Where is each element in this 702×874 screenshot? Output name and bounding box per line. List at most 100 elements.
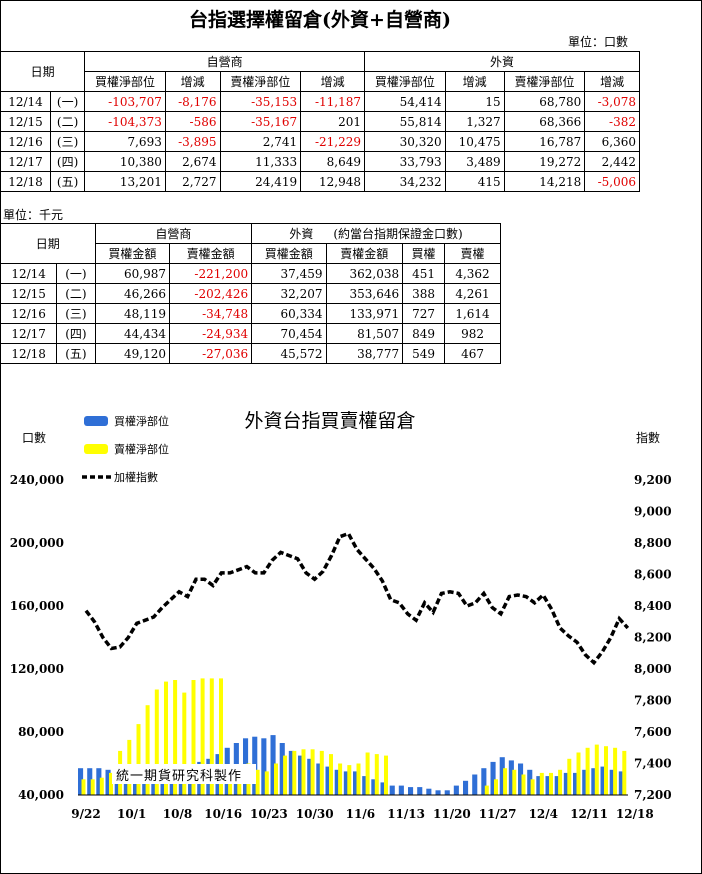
- value-cell: 415: [444, 171, 505, 192]
- column-header: 增減: [444, 71, 505, 92]
- call-bar: [96, 768, 102, 795]
- x-tick-label: 9/22: [71, 807, 100, 821]
- left-tick-label: 40,000: [18, 788, 64, 802]
- value-cell: 13,201: [84, 171, 166, 192]
- x-tick-label: 11/20: [433, 807, 471, 821]
- put-bar: [530, 779, 535, 796]
- value-cell: -586: [164, 111, 221, 132]
- put-bar: [604, 746, 608, 795]
- unit-label-lots: 單位：口數: [568, 35, 629, 49]
- put-bar: [567, 758, 572, 795]
- call-bar: [490, 761, 496, 795]
- date-cell: 12/15: [0, 111, 52, 132]
- page-title: 台指選擇權留倉(外資+自營商): [189, 9, 451, 31]
- watermark-text: 統一期貨研究科製作: [116, 768, 242, 784]
- put-bar: [209, 678, 214, 795]
- table-header-row: 買權金額 賣權金額 買權金額 賣權金額 買權 賣權: [1, 243, 501, 264]
- call-bar: [261, 738, 267, 795]
- value-cell: 4,362: [444, 263, 501, 284]
- call-bar: [508, 760, 514, 795]
- value-cell: 2,442: [584, 151, 640, 172]
- right-tick-label: 7,600: [634, 725, 672, 739]
- value-cell: 4,261: [444, 283, 501, 304]
- column-header: 買權: [402, 243, 446, 264]
- right-tick-label: 7,200: [634, 788, 672, 802]
- legend-swatch: [84, 444, 108, 454]
- date-cell: 12/14: [0, 91, 52, 112]
- put-bar: [594, 744, 599, 795]
- weekday-cell: (三): [50, 131, 86, 152]
- value-cell: 32,207: [251, 283, 327, 304]
- put-bar: [512, 769, 517, 795]
- value-cell: -5,006: [584, 171, 640, 192]
- table-row: 12/15 (二) 46,266 -202,426 32,207 353,646 388 4,…: [0, 283, 501, 304]
- call-bar: [371, 779, 377, 796]
- value-cell: 19,272: [503, 151, 586, 172]
- date-cell: 12/14: [0, 263, 58, 284]
- put-bar: [356, 763, 361, 795]
- table-row: 12/17 (四) 10,380 2,674 11,333 8,649 33,793 3,48…: [0, 151, 640, 172]
- value-cell: 60,334: [251, 303, 327, 324]
- value-cell: -3,078: [584, 91, 640, 112]
- call-bar: [362, 776, 368, 795]
- put-bar: [200, 678, 205, 795]
- value-cell: 48,119: [94, 303, 171, 324]
- put-bar: [154, 689, 159, 795]
- weekday-cell: (三): [56, 303, 96, 324]
- right-tick-label: 9,200: [634, 473, 672, 487]
- margin-note: (約當台指期保證金口數): [333, 227, 463, 241]
- group-header-foreign: 外資: [364, 51, 640, 72]
- call-bar: [133, 776, 139, 795]
- value-cell: 467: [444, 343, 501, 364]
- call-bar: [563, 772, 569, 795]
- table-row: 12/14 (一) -103,707 -8,176 -35,153 -11,187 54,4…: [0, 91, 640, 112]
- value-cell: 388: [402, 283, 446, 304]
- column-header: 買權淨部位: [364, 71, 446, 92]
- value-cell: -3,895: [164, 131, 221, 152]
- value-cell: 2,674: [164, 151, 221, 172]
- column-header: 買權金額: [251, 243, 327, 264]
- put-bar: [585, 747, 590, 796]
- column-header: 買權金額: [94, 243, 171, 264]
- legend-swatch: [84, 416, 108, 426]
- put-bar: [484, 785, 489, 795]
- put-bar: [319, 750, 324, 795]
- call-bar: [279, 743, 285, 795]
- value-cell: 70,454: [251, 323, 327, 344]
- weekday-cell: (五): [50, 171, 86, 192]
- call-bar: [307, 758, 313, 795]
- column-header: 買權淨部位: [84, 71, 166, 92]
- unit-label-money: 單位：千元: [3, 208, 64, 222]
- group-header-foreign: 外資 (約當台指期保證金口數): [251, 223, 501, 244]
- value-cell: 549: [402, 343, 446, 364]
- call-bar: [169, 774, 175, 795]
- value-cell: 46,266: [94, 283, 171, 304]
- x-tick-label: 10/8: [163, 807, 192, 821]
- call-bar: [554, 776, 560, 795]
- call-bar: [426, 788, 432, 795]
- value-cell: 14,218: [503, 171, 586, 192]
- right-tick-label: 8,200: [634, 631, 672, 645]
- put-bar: [90, 779, 95, 796]
- value-cell: 11,333: [219, 151, 302, 172]
- put-bar: [384, 755, 388, 795]
- put-bar: [576, 752, 581, 795]
- date-cell: 12/15: [0, 283, 58, 304]
- value-cell: -27,036: [169, 343, 253, 364]
- value-cell: 849: [402, 323, 446, 344]
- call-bar: [142, 777, 148, 795]
- table-row: 12/15 (二) -104,373 -586 -35,167 201 55,814 1,32…: [0, 111, 640, 132]
- date-cell: 12/16: [0, 131, 52, 152]
- group-header-dealer: 自營商: [84, 51, 365, 72]
- weekday-cell: (四): [50, 151, 86, 172]
- call-bar: [582, 769, 588, 795]
- value-cell: 2,741: [219, 131, 302, 152]
- put-bar: [338, 763, 343, 795]
- call-bar: [600, 766, 606, 795]
- put-bar: [494, 779, 498, 796]
- put-bar: [182, 692, 187, 795]
- call-bar: [499, 757, 505, 795]
- table-row: 12/16 (三) 7,693 -3,895 2,741 -21,229 30,320 10,…: [0, 131, 640, 152]
- call-bar: [288, 750, 294, 795]
